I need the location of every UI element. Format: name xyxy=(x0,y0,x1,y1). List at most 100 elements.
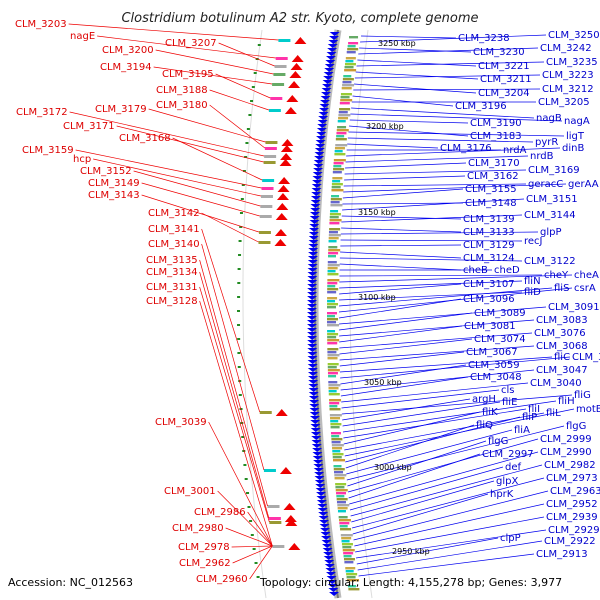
cog-block xyxy=(335,486,345,489)
cog-block xyxy=(330,417,341,420)
leader-line xyxy=(69,111,265,157)
gene-features xyxy=(237,32,360,596)
plus-strand-arrow xyxy=(276,193,289,200)
minus-strand-arrow xyxy=(307,268,318,272)
cog-block xyxy=(342,546,352,549)
cog-block xyxy=(327,312,338,315)
leader-line xyxy=(358,47,539,55)
minus-strand-arrow xyxy=(308,252,319,256)
gene-label: CLM_3089 xyxy=(474,308,526,319)
minus-strand-arrow xyxy=(307,260,318,264)
minus-strand-arrow xyxy=(312,172,323,176)
gene-label: CLM_3001 xyxy=(164,486,216,497)
minus-strand-arrow xyxy=(308,380,319,384)
gene-label: CLM_3212 xyxy=(542,84,594,95)
plus-strand-arrow xyxy=(280,145,293,152)
gene-label: CLM_3149 xyxy=(88,178,140,189)
cog-block xyxy=(345,570,354,573)
leader-line xyxy=(352,95,454,107)
cog-block xyxy=(328,246,338,249)
cog-block xyxy=(261,187,274,190)
gene-label: flgG xyxy=(566,421,586,432)
leader-line xyxy=(349,119,469,124)
gene-label: CLM_3096 xyxy=(463,294,515,305)
minus-strand-arrow xyxy=(308,248,319,252)
plus-strand-arrow xyxy=(290,63,303,70)
minus-strand-arrow xyxy=(307,336,318,340)
cog-block xyxy=(328,375,337,378)
position-tick xyxy=(245,142,249,144)
cog-block xyxy=(264,147,277,150)
cog-block xyxy=(329,408,341,411)
cog-block xyxy=(260,205,273,208)
gene-label: CLM_3076 xyxy=(534,328,586,339)
minus-strand-arrow xyxy=(313,160,324,164)
minus-strand-arrow xyxy=(318,116,329,120)
minus-strand-arrow xyxy=(309,404,320,408)
leader-line xyxy=(341,227,462,233)
gene-label: CLM_3235 xyxy=(546,57,598,68)
leader-line xyxy=(340,231,539,235)
minus-strand-arrow xyxy=(318,512,329,516)
plus-strand-arrow xyxy=(278,177,291,184)
cog-block xyxy=(346,576,356,579)
leader-line xyxy=(343,183,527,187)
leader-line xyxy=(341,389,500,409)
leader-line xyxy=(347,438,539,493)
genome-title: Clostridium botulinum A2 str. Kyoto, com… xyxy=(121,11,478,26)
cog-block xyxy=(332,453,344,456)
position-tick xyxy=(243,464,247,466)
cog-block xyxy=(343,555,352,558)
gene-label: CLM_3139 xyxy=(463,214,515,225)
minus-strand-arrow xyxy=(322,548,333,552)
leader-line xyxy=(356,537,499,565)
gene-label: CLM_2913 xyxy=(536,549,588,560)
minus-strand-arrow xyxy=(321,92,332,96)
leader-line xyxy=(339,356,553,373)
leader-line xyxy=(218,42,275,67)
gene-label: CLM_2990 xyxy=(540,447,592,458)
cog-block xyxy=(338,519,351,522)
gene-label: cls xyxy=(501,385,515,396)
gene-label: CLM_3172 xyxy=(16,107,68,118)
leader-line xyxy=(247,511,273,547)
cog-block xyxy=(263,161,276,164)
gene-label: CLM_3170 xyxy=(468,158,520,169)
leader-line xyxy=(345,424,475,469)
cog-block xyxy=(339,108,351,111)
cog-block xyxy=(327,261,337,264)
minus-strand-arrow xyxy=(316,128,327,132)
position-tick xyxy=(256,576,260,578)
gene-label: CLM_3221 xyxy=(478,61,530,72)
gene-label: CLM_3176 xyxy=(440,143,492,154)
plus-strand-arrow xyxy=(277,185,290,192)
cog-block xyxy=(327,288,339,291)
cog-block xyxy=(329,414,342,417)
cog-block xyxy=(258,241,271,244)
minus-strand-arrow xyxy=(310,424,321,428)
cog-block xyxy=(329,222,340,225)
cog-block xyxy=(331,189,344,192)
cog-block xyxy=(259,215,272,218)
cog-block xyxy=(327,315,336,318)
cog-block xyxy=(327,324,340,327)
gene-label: CLM_3047 xyxy=(536,365,588,376)
minus-strand-arrow xyxy=(309,400,320,404)
minus-strand-arrow xyxy=(324,560,335,564)
leader-line xyxy=(340,244,462,247)
cog-block xyxy=(338,117,349,120)
minus-strand-arrow xyxy=(313,168,324,172)
cog-block xyxy=(258,231,271,234)
leader-line xyxy=(133,170,261,207)
leader-line xyxy=(351,107,535,119)
cog-block xyxy=(340,93,352,96)
minus-strand-arrow xyxy=(307,296,318,300)
gene-label: fliD xyxy=(524,287,541,298)
minus-strand-arrow xyxy=(312,180,323,184)
cog-block xyxy=(333,468,345,471)
cog-block xyxy=(347,585,356,588)
minus-strand-arrow xyxy=(314,476,325,480)
gene-label: CLM_2939 xyxy=(546,512,598,523)
cog-block xyxy=(344,63,356,66)
leader-line xyxy=(342,398,471,421)
